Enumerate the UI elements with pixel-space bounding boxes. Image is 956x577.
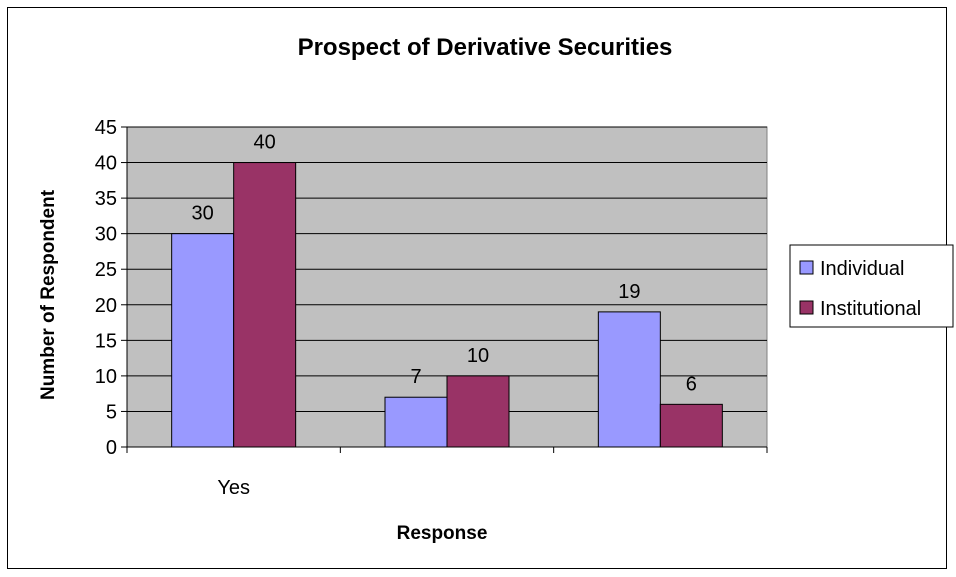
y-tick-label: 45 [95,117,117,139]
bar-individual [171,233,235,448]
data-label: 7 [410,366,421,388]
bar-individual [597,311,661,448]
axes [121,126,768,453]
x-tick-label: Yes [217,477,250,499]
legend-swatch-institutional [799,300,814,315]
y-axis-title: Number of Respondent [38,189,59,400]
y-tick-label: 5 [106,401,117,423]
legend-swatch-individual [799,260,814,275]
y-tick-label: 0 [106,437,117,459]
bar-institutional [446,375,510,448]
bar-institutional [659,403,723,448]
data-label: 30 [192,203,214,225]
y-tick-label: 15 [95,330,117,352]
bar-individual [384,396,448,448]
legend-box [789,244,954,328]
x-axis-title: Response [397,523,488,544]
x-tick-labels: Yes [217,477,250,499]
y-tick-label: 25 [95,259,117,281]
data-label: 19 [618,281,640,303]
chart-title: Prospect of Derivative Securities [298,34,673,61]
data-label: 6 [686,373,697,395]
bars [171,162,723,448]
data-label: 40 [254,132,276,154]
data-labels: 30 40 7 10 19 6 [192,132,697,396]
y-tick-label: 10 [95,366,117,388]
legend-label-individual: Individual [820,258,905,280]
legend-label-institutional: Institutional [820,298,921,320]
y-tick-label: 35 [95,188,117,210]
legend: Individual Institutional [789,244,954,328]
y-tick-labels: 0 5 10 15 20 25 30 35 40 45 [95,117,117,459]
bar-institutional [233,162,297,448]
data-label: 10 [467,345,489,367]
y-tick-label: 30 [95,224,117,246]
y-tick-label: 40 [95,153,117,175]
y-tick-label: 20 [95,295,117,317]
